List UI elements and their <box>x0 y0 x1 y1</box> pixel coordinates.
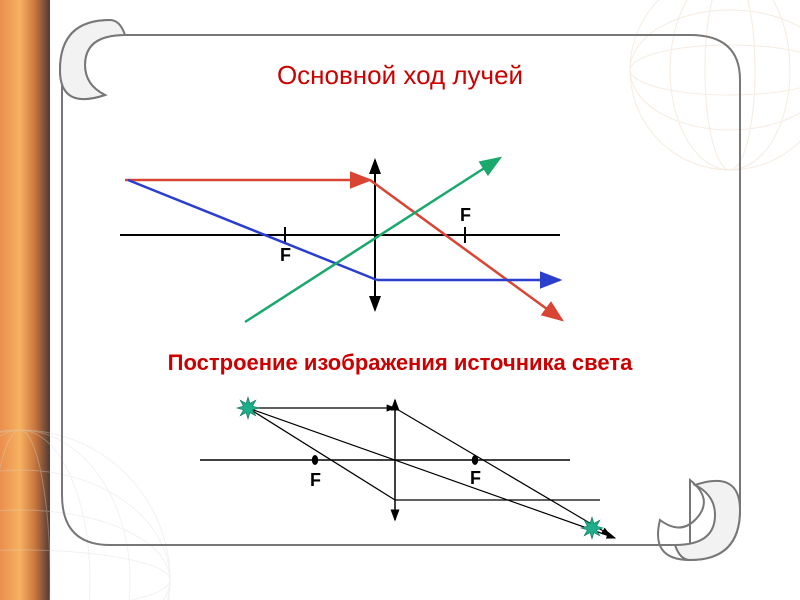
d2-F-label-left: F <box>310 470 321 491</box>
d2-F-label-right: F <box>470 468 481 489</box>
through-center-seg-0 <box>248 408 615 538</box>
d2-rays-group <box>248 408 615 538</box>
blue-ray-seg-0 <box>128 180 377 280</box>
d1-F-label-right: F <box>460 205 471 226</box>
red-ray-seg-1 <box>370 180 562 320</box>
through-F-then-parallel-seg-0 <box>248 408 395 500</box>
d1-F-label-left: F <box>280 245 291 266</box>
d2-light-source <box>237 397 259 419</box>
d1-rays-group <box>125 158 562 322</box>
d2-focus-left <box>312 455 318 465</box>
d2-light-image <box>581 517 603 539</box>
diagram-principal-rays <box>0 0 800 600</box>
slide-root: Основной ход лучей Построение изображени… <box>0 0 800 600</box>
